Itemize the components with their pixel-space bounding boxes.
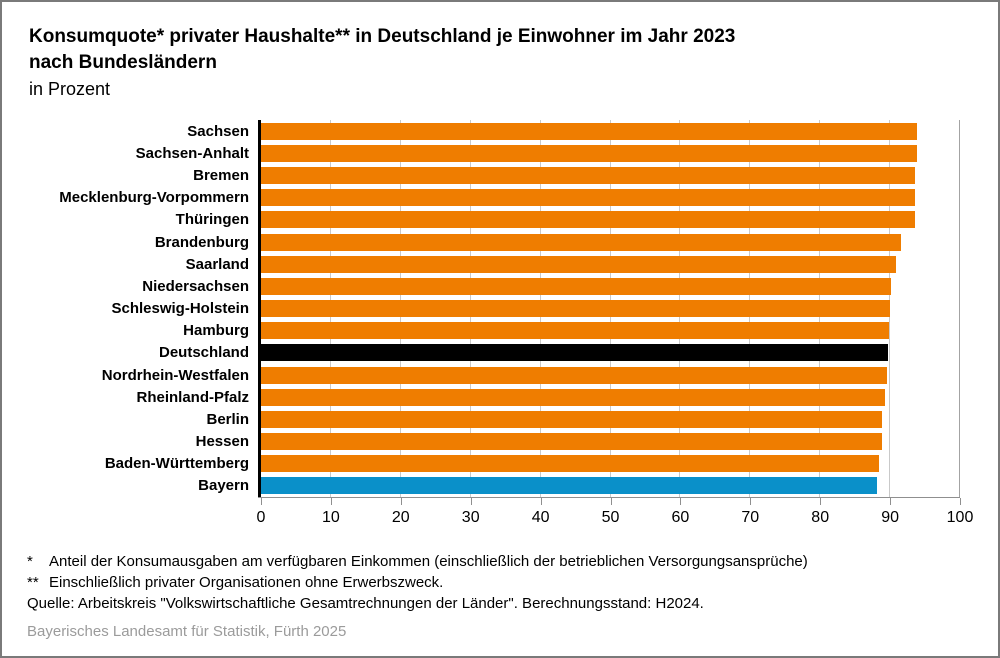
category-label-schleswig-holstein: Schleswig-Holstein [111, 300, 249, 317]
footnotes-block: * Anteil der Konsumausgaben am verfügbare… [27, 551, 808, 614]
axis-tick-label-40: 40 [531, 509, 550, 526]
axis-tick-10 [330, 498, 332, 505]
bar-brandenburg [261, 233, 901, 251]
category-label-niedersachsen: Niedersachsen [142, 277, 249, 295]
bar-nordrhein-westfalen [261, 366, 888, 384]
category-label-sachsen: Sachsen [187, 122, 249, 140]
chart-title-block: Konsumquote* privater Haushalte** in Deu… [29, 24, 735, 102]
footnote-marker-1: * [27, 553, 33, 570]
category-label-bremen: Bremen [193, 166, 249, 184]
source-line: Quelle: Arbeitskreis "Volkswirtschaftlic… [27, 595, 704, 612]
axis-tick-40 [540, 498, 542, 505]
axis-tick-label-90: 90 [881, 509, 899, 526]
footnote-marker-2: ** [27, 574, 39, 591]
category-label-deutschland: Deutschland [158, 344, 249, 362]
axis-tick-label-0: 0 [256, 509, 266, 526]
bar-sachsen [261, 122, 918, 140]
category-label-mecklenburg-vorpommern: Mecklenburg-Vorpommern [59, 189, 249, 207]
category-label-baden-w-rttemberg: Baden-Württemberg [104, 455, 249, 473]
category-label-nordrhein-westfalen: Nordrhein-Westfalen [101, 366, 249, 384]
bar-bayern [261, 477, 877, 495]
axis-tick-100 [960, 498, 961, 505]
axis-tick-label-60: 60 [671, 509, 690, 526]
bar-bremen [261, 166, 915, 184]
category-label-berlin: Berlin [206, 410, 249, 428]
category-labels: Sachsen Sachsen-Anhalt Bremen Mecklenburg-V… [2, 120, 249, 497]
bar-rheinland-pfalz [261, 388, 885, 406]
gridline-100 [959, 120, 960, 497]
axis-tick-70 [750, 498, 752, 505]
bar-saarland [261, 255, 897, 273]
chart-title-line-1: Konsumquote* privater Haushalte** in Deu… [29, 26, 736, 47]
category-label-saarland: Saarland [185, 255, 249, 273]
bar-sachsen-anhalt [261, 144, 917, 162]
category-label-hessen: Hessen [195, 433, 249, 451]
category-label-th-ringen: Thüringen [175, 211, 249, 229]
footnote-text-1: Anteil der Konsumausgaben am verfügbaren… [49, 553, 808, 570]
axis-tick-label-50: 50 [601, 509, 620, 526]
axis-tick-label-100: 100 [946, 509, 974, 526]
axis-tick-60 [680, 498, 682, 505]
axis-tick-label-20: 20 [391, 509, 410, 526]
x-axis: 0 10 20 30 40 50 60 70 80 90 100 [257, 497, 973, 542]
x-axis-baseline [258, 497, 960, 498]
axis-tick-90 [890, 498, 892, 505]
category-label-hamburg: Hamburg [183, 322, 249, 340]
category-label-brandenburg: Brandenburg [154, 233, 249, 251]
category-label-bayern: Bayern [198, 477, 249, 495]
chart-subtitle: in Prozent [29, 79, 111, 99]
bar-hessen [261, 433, 882, 451]
bar-niedersachsen [261, 277, 891, 295]
axis-tick-label-70: 70 [741, 509, 760, 526]
bar-schleswig-holstein [261, 300, 891, 317]
bar-berlin [261, 410, 883, 428]
axis-tick-0 [261, 498, 262, 505]
footnote-text-2: Einschließlich privater Organisationen o… [49, 574, 444, 591]
bar-hamburg [261, 322, 889, 340]
bar-th-ringen [261, 211, 915, 229]
chart-title-line-2: nach Bundesländern [29, 52, 217, 73]
publisher-credit: Bayerisches Landesamt für Statistik, Für… [27, 623, 347, 640]
plot-area [258, 120, 960, 497]
footnote-row-1: * Anteil der Konsumausgaben am verfügbare… [27, 551, 808, 572]
bar-mecklenburg-vorpommern [261, 189, 915, 207]
axis-tick-20 [400, 498, 402, 505]
category-label-sachsen-anhalt: Sachsen-Anhalt [135, 144, 249, 162]
axis-tick-label-80: 80 [811, 509, 830, 526]
axis-tick-label-30: 30 [461, 509, 480, 526]
axis-tick-label-10: 10 [321, 509, 340, 526]
footnote-row-2: ** Einschließlich privater Organisationen… [27, 572, 808, 593]
bar-deutschland [261, 344, 888, 362]
bar-baden-w-rttemberg [261, 455, 879, 473]
axis-tick-30 [470, 498, 472, 505]
axis-tick-80 [820, 498, 822, 505]
y-axis-line [258, 120, 261, 497]
axis-tick-50 [610, 498, 612, 505]
category-label-rheinland-pfalz: Rheinland-Pfalz [136, 388, 249, 406]
